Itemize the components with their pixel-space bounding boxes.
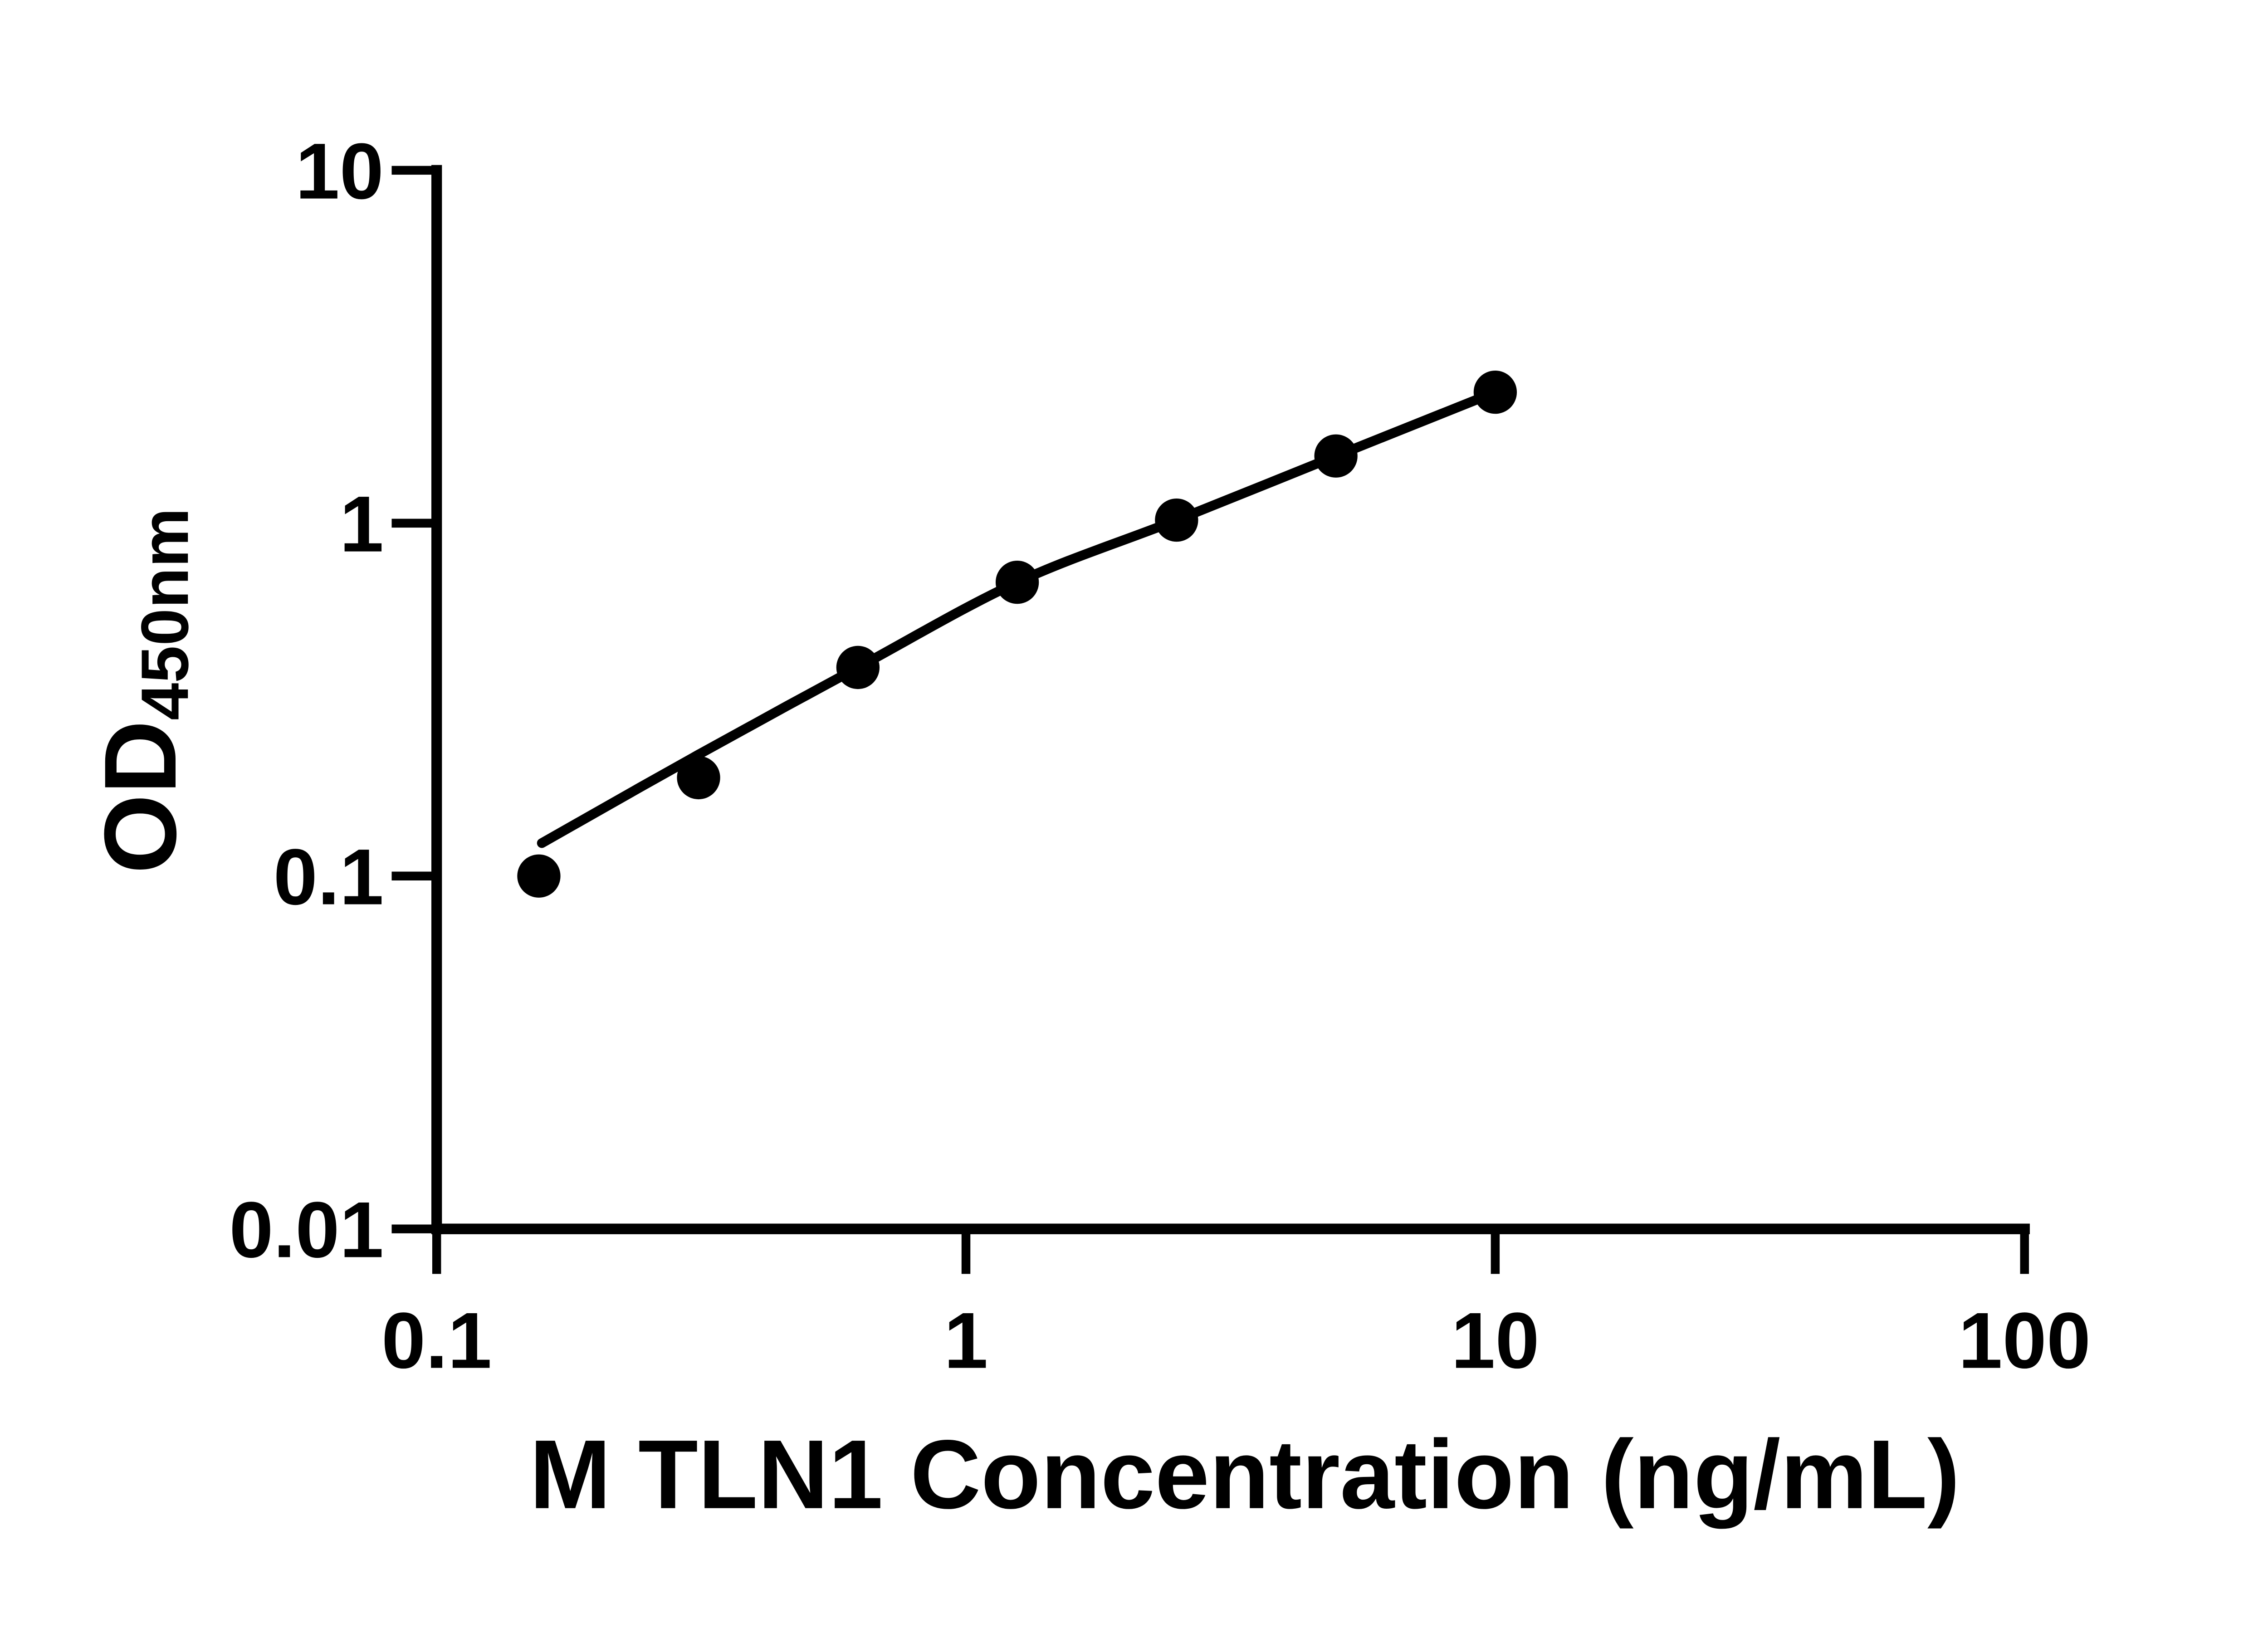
data-point <box>1473 371 1517 414</box>
y-tick-label: 0.01 <box>229 1186 384 1274</box>
x-tick-label: 1 <box>944 1296 988 1385</box>
data-point <box>1155 499 1198 542</box>
data-point <box>1314 434 1358 478</box>
y-axis-title-subscript: 450nm <box>127 508 202 720</box>
data-point <box>836 645 880 689</box>
x-tick-label: 0.1 <box>381 1296 492 1385</box>
data-point <box>517 854 561 898</box>
y-tick-label: 1 <box>340 480 384 569</box>
y-tick-label: 10 <box>295 127 384 216</box>
data-point <box>995 561 1039 604</box>
y-axis-title-main: OD <box>83 720 197 874</box>
data-point <box>677 756 720 800</box>
y-axis-title: OD450nm <box>83 508 202 874</box>
x-tick-label: 10 <box>1451 1296 1540 1385</box>
plot-area: 0.01 0.1 1 10 0.1 1 10 100 <box>229 127 2091 1385</box>
y-tick-label: 0.1 <box>274 833 384 922</box>
x-axis-title: M TLN1 Concentration (ng/mL) <box>529 1420 1960 1529</box>
x-tick-label: 100 <box>1958 1296 2091 1385</box>
